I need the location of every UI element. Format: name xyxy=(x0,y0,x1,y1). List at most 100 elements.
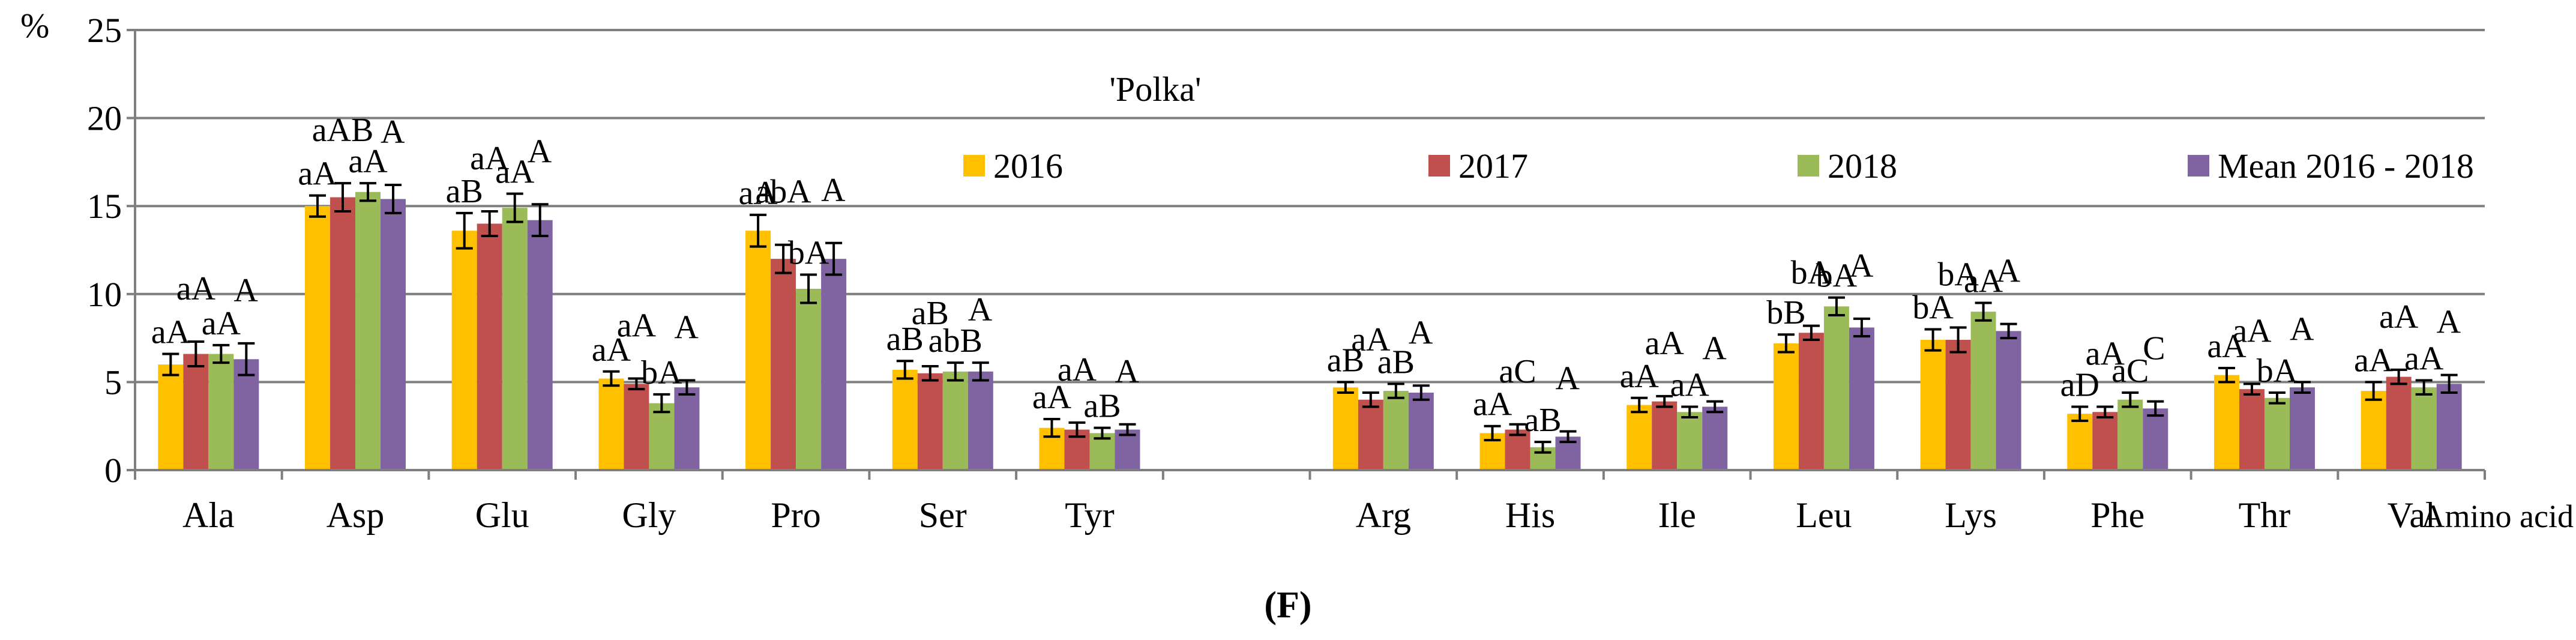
sig-label-ile-3: A xyxy=(1702,330,1727,367)
bar-lys-3 xyxy=(1996,331,2021,470)
y-tick-label-5: 5 xyxy=(104,363,122,402)
y-tick-label-20: 20 xyxy=(87,99,122,138)
bar-pro-3 xyxy=(821,259,847,470)
legend-swatch-0 xyxy=(963,155,985,177)
bar-gly-1 xyxy=(624,384,649,470)
sig-label-glu-1: aA xyxy=(470,140,510,177)
sig-label-arg-1: aA xyxy=(1351,321,1391,358)
bar-leu-3 xyxy=(1849,327,1874,470)
bar-arg-2 xyxy=(1383,391,1409,470)
bar-ala-3 xyxy=(233,359,259,470)
bar-arg-3 xyxy=(1408,392,1434,470)
sig-label-his-3: A xyxy=(1556,360,1580,397)
sig-label-his-0: aA xyxy=(1473,386,1512,423)
sig-label-arg-3: A xyxy=(1409,314,1433,351)
bar-ser-1 xyxy=(917,373,943,470)
legend-label-2: 2018 xyxy=(1828,146,1897,186)
bar-asp-3 xyxy=(381,199,406,470)
sig-label-tyr-1: aA xyxy=(1058,351,1097,388)
bar-arg-1 xyxy=(1358,399,1383,470)
sig-label-val-0: aA xyxy=(2354,342,2394,379)
bar-leu-1 xyxy=(1798,333,1824,470)
y-tick-label-0: 0 xyxy=(104,451,122,490)
axes: 0 5 10 15 20 25 Ala Asp Glu Gly Pro Ser Tyr Arg His Ile… xyxy=(87,11,2486,535)
sig-label-gly-2: bA xyxy=(641,354,682,391)
sig-label-ala-3: A xyxy=(233,272,258,309)
bar-gly-0 xyxy=(598,378,624,470)
x-tick-label-leu: Leu xyxy=(1796,495,1852,535)
bar-his-1 xyxy=(1505,429,1530,470)
sig-label-phe-0: aD xyxy=(2060,366,2099,403)
bar-lys-0 xyxy=(1920,340,1946,470)
sig-label-phe-1: aA xyxy=(2086,335,2125,372)
bar-gly-2 xyxy=(649,403,675,470)
legend-swatch-2 xyxy=(1798,155,1819,177)
bar-phe-3 xyxy=(2143,408,2168,470)
bar-val-0 xyxy=(2361,391,2386,470)
x-tick-label-val: Val xyxy=(2388,495,2436,535)
chart-title: 'Polka' xyxy=(1109,70,1201,109)
bar-ala-0 xyxy=(158,364,184,470)
y-tick-label-25: 25 xyxy=(87,11,122,50)
legend-swatch-3 xyxy=(2188,155,2209,177)
x-tick-label-asp: Asp xyxy=(327,495,385,535)
bar-val-3 xyxy=(2436,384,2462,470)
bar-pro-0 xyxy=(745,231,771,470)
bar-ala-1 xyxy=(183,354,209,470)
sig-label-thr-1: aA xyxy=(2232,312,2272,349)
sig-label-glu-3: A xyxy=(528,133,552,170)
sig-label-asp-1: aAB xyxy=(312,112,374,149)
bar-phe-1 xyxy=(2092,412,2118,470)
bar-glu-1 xyxy=(477,223,502,470)
sig-label-ala-0: aA xyxy=(151,313,191,351)
sig-label-ala-2: aA xyxy=(202,305,241,342)
x-tick-label-thr: Thr xyxy=(2239,495,2291,535)
error-bars xyxy=(162,182,2458,454)
legend-swatch-1 xyxy=(1428,155,1450,177)
bar-glu-2 xyxy=(502,208,528,470)
bar-leu-2 xyxy=(1823,306,1849,470)
sig-label-tyr-2: aB xyxy=(1083,388,1121,425)
bar-thr-0 xyxy=(2213,375,2239,470)
sig-label-pro-0: aA xyxy=(738,175,778,212)
x-tick-label-tyr: Tyr xyxy=(1065,495,1114,535)
bar-ser-3 xyxy=(968,371,993,470)
sig-label-gly-1: aA xyxy=(617,307,657,345)
sig-label-leu-3: A xyxy=(1849,247,1874,285)
sig-label-val-2: aA xyxy=(2404,340,2444,377)
sig-label-arg-0: aB xyxy=(1327,342,1364,379)
bar-asp-2 xyxy=(355,192,381,470)
bar-glu-3 xyxy=(527,220,553,470)
bar-asp-1 xyxy=(330,197,356,470)
sig-label-ser-3: A xyxy=(968,291,993,328)
sig-label-his-1: aC xyxy=(1499,353,1536,390)
x-axis-label: Amino acid xyxy=(2422,498,2574,534)
x-tick-label-phe: Phe xyxy=(2090,495,2144,535)
sig-label-lys-2: aA xyxy=(1964,262,2003,300)
y-tick-label-15: 15 xyxy=(87,187,122,226)
sig-label-leu-0: bB xyxy=(1766,294,1805,331)
sig-label-lys-0: bA xyxy=(1912,289,1954,326)
sig-label-asp-3: A xyxy=(381,113,405,151)
sig-label-ile-1: aA xyxy=(1645,325,1685,362)
sig-label-pro-2: bA xyxy=(788,235,829,272)
sig-label-arg-2: aB xyxy=(1377,343,1415,381)
sig-label-ile-2: aA xyxy=(1670,366,1710,403)
sig-label-thr-3: A xyxy=(2290,310,2314,348)
y-axis-label: % xyxy=(20,6,49,45)
sig-label-asp-0: aA xyxy=(298,155,337,193)
sig-label-phe-2: aC xyxy=(2111,352,2149,390)
sig-label-pro-3: A xyxy=(821,172,846,209)
bar-ser-0 xyxy=(892,369,918,470)
bar-pro-2 xyxy=(796,289,822,470)
bar-ile-0 xyxy=(1627,405,1652,470)
sig-label-asp-2: aA xyxy=(348,143,388,180)
sig-label-leu-2: bA xyxy=(1816,258,1858,295)
bar-thr-2 xyxy=(2264,397,2290,470)
bar-val-1 xyxy=(2386,376,2412,470)
bar-pro-1 xyxy=(771,259,796,470)
bar-thr-3 xyxy=(2289,387,2315,470)
bar-leu-0 xyxy=(1773,343,1799,470)
x-tick-label-gly: Gly xyxy=(622,495,676,535)
